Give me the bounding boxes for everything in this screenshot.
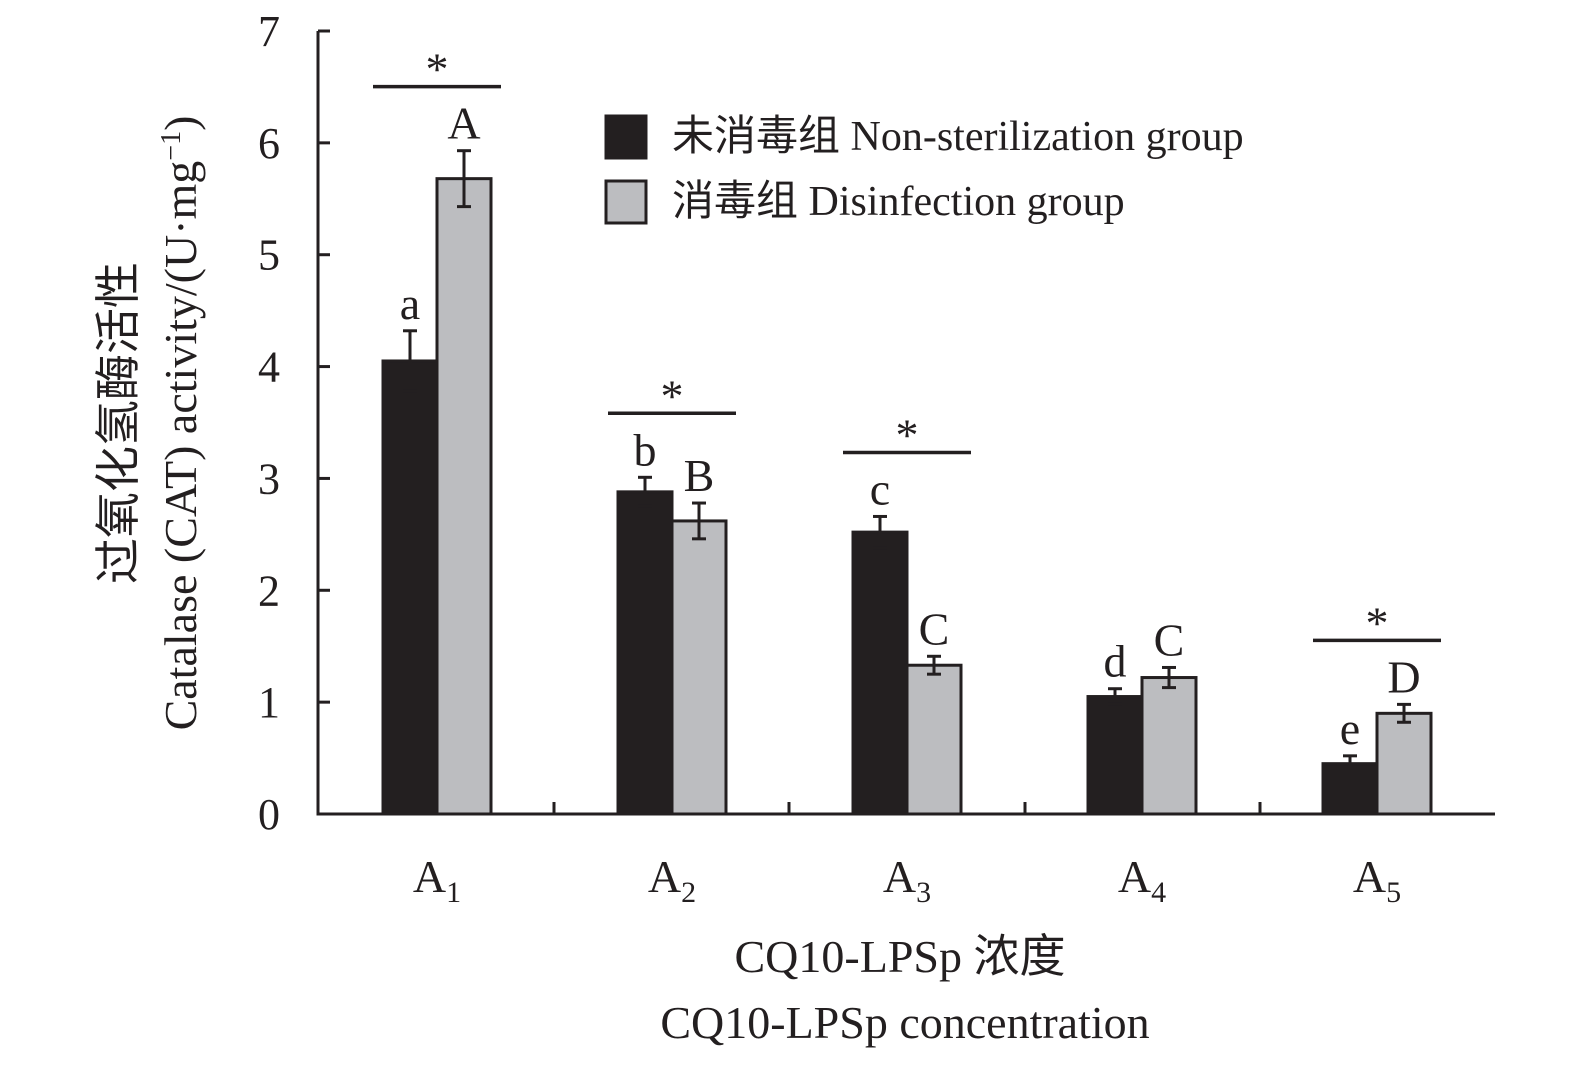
bar-non-sterilization [1086, 695, 1144, 816]
axis-titles: 过氧化氢酶活性 Catalase (CAT) activity/(U·mg−1) C… [93, 116, 1150, 1048]
bar-non-sterilization [616, 490, 674, 816]
y-tick-label: 5 [258, 231, 280, 280]
significance-letter: a [400, 278, 420, 329]
legend: 未消毒组 Non-sterilization group 消毒组 Disinfec… [604, 114, 1244, 225]
x-axis-title-en: CQ10-LPSp concentration [660, 997, 1149, 1048]
legend-label: 未消毒组 Non-sterilization group [672, 114, 1244, 160]
x-tick-label: A3 [883, 851, 931, 909]
significance-star: * [661, 370, 684, 421]
significance-letter: B [684, 450, 715, 501]
significance-letter: b [634, 424, 657, 475]
bar-disinfection [905, 663, 963, 816]
significance-star: * [896, 409, 919, 460]
significance-letter: C [919, 603, 950, 654]
y-axis-title-en: Catalase (CAT) activity/(U·mg−1) [155, 116, 206, 731]
significance-letter: C [1154, 614, 1185, 665]
y-tick-label: 0 [258, 790, 280, 839]
y-tick-label: 6 [258, 119, 280, 168]
y-axis-title-cn: 过氧化氢酶活性 [93, 262, 144, 584]
significance-letter: A [447, 98, 480, 149]
legend-label: 消毒组 Disinfection group [672, 179, 1125, 225]
bar-disinfection [435, 177, 493, 816]
bar-non-sterilization [851, 530, 909, 816]
bar-disinfection [670, 519, 728, 816]
y-tick-label: 2 [258, 566, 280, 615]
legend-swatch [604, 179, 648, 225]
y-tick-label: 4 [258, 343, 280, 392]
significance-star: * [426, 44, 449, 95]
x-axis-title-cn: CQ10-LPSp 浓度 [735, 931, 1066, 982]
x-tick-label: A5 [1353, 851, 1401, 909]
axes: 0 1 2 3 4 5 6 7 A1 A2 A3 A4 A5 [258, 7, 1495, 909]
bar-non-sterilization [381, 359, 439, 816]
bars [381, 149, 1433, 816]
bar-disinfection [1375, 711, 1433, 816]
significance-letter: e [1340, 703, 1360, 754]
significance-letter: c [870, 463, 890, 514]
significance-star: * [1366, 597, 1389, 648]
bar-disinfection [1140, 676, 1198, 816]
y-tick-label: 3 [258, 454, 280, 503]
legend-swatch [604, 114, 648, 160]
y-tick-label: 7 [258, 7, 280, 56]
x-tick-label: A1 [413, 851, 461, 909]
x-tick-label: A4 [1118, 851, 1166, 909]
significance-letter: D [1387, 651, 1420, 702]
x-tick-label: A2 [648, 851, 696, 909]
y-tick-label: 1 [258, 678, 280, 727]
significance-letter: d [1104, 636, 1127, 687]
